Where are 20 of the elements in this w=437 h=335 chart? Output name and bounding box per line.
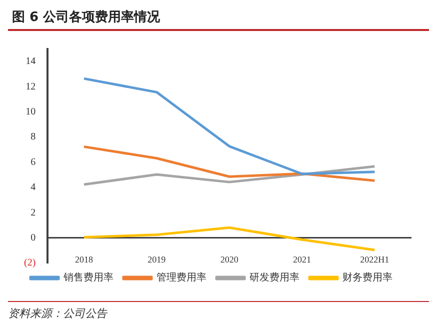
x-tick-label: 2020 xyxy=(220,254,239,265)
y-tick-label: 4 xyxy=(30,182,36,194)
y-tick-label: (2) xyxy=(24,258,36,269)
y-tick-label: 10 xyxy=(26,106,36,118)
legend-label: 财务费用率 xyxy=(342,272,392,284)
text: 资料来源：公司公告 xyxy=(8,306,108,321)
legend-label: 研发费用率 xyxy=(250,272,300,284)
x-tick-label: 2022H1 xyxy=(360,254,390,265)
chart-title: 图 6 公司各项费用率情况 xyxy=(8,8,429,31)
y-tick-label: 0 xyxy=(30,232,36,244)
x-tick-label: 2018 xyxy=(74,254,94,265)
y-tick-label: 14 xyxy=(26,56,36,68)
y-tick-label: 2 xyxy=(30,207,36,218)
y-tick-label: 6 xyxy=(30,156,36,168)
y-tick-label: 8 xyxy=(30,132,36,143)
x-tick-label: 2019 xyxy=(148,254,166,265)
y-tick-label: 12 xyxy=(26,81,36,92)
x-tick-label: 2021 xyxy=(293,254,311,265)
legend-label: 管理费用率 xyxy=(156,272,206,284)
legend-label: 销售费用率 xyxy=(62,272,114,284)
